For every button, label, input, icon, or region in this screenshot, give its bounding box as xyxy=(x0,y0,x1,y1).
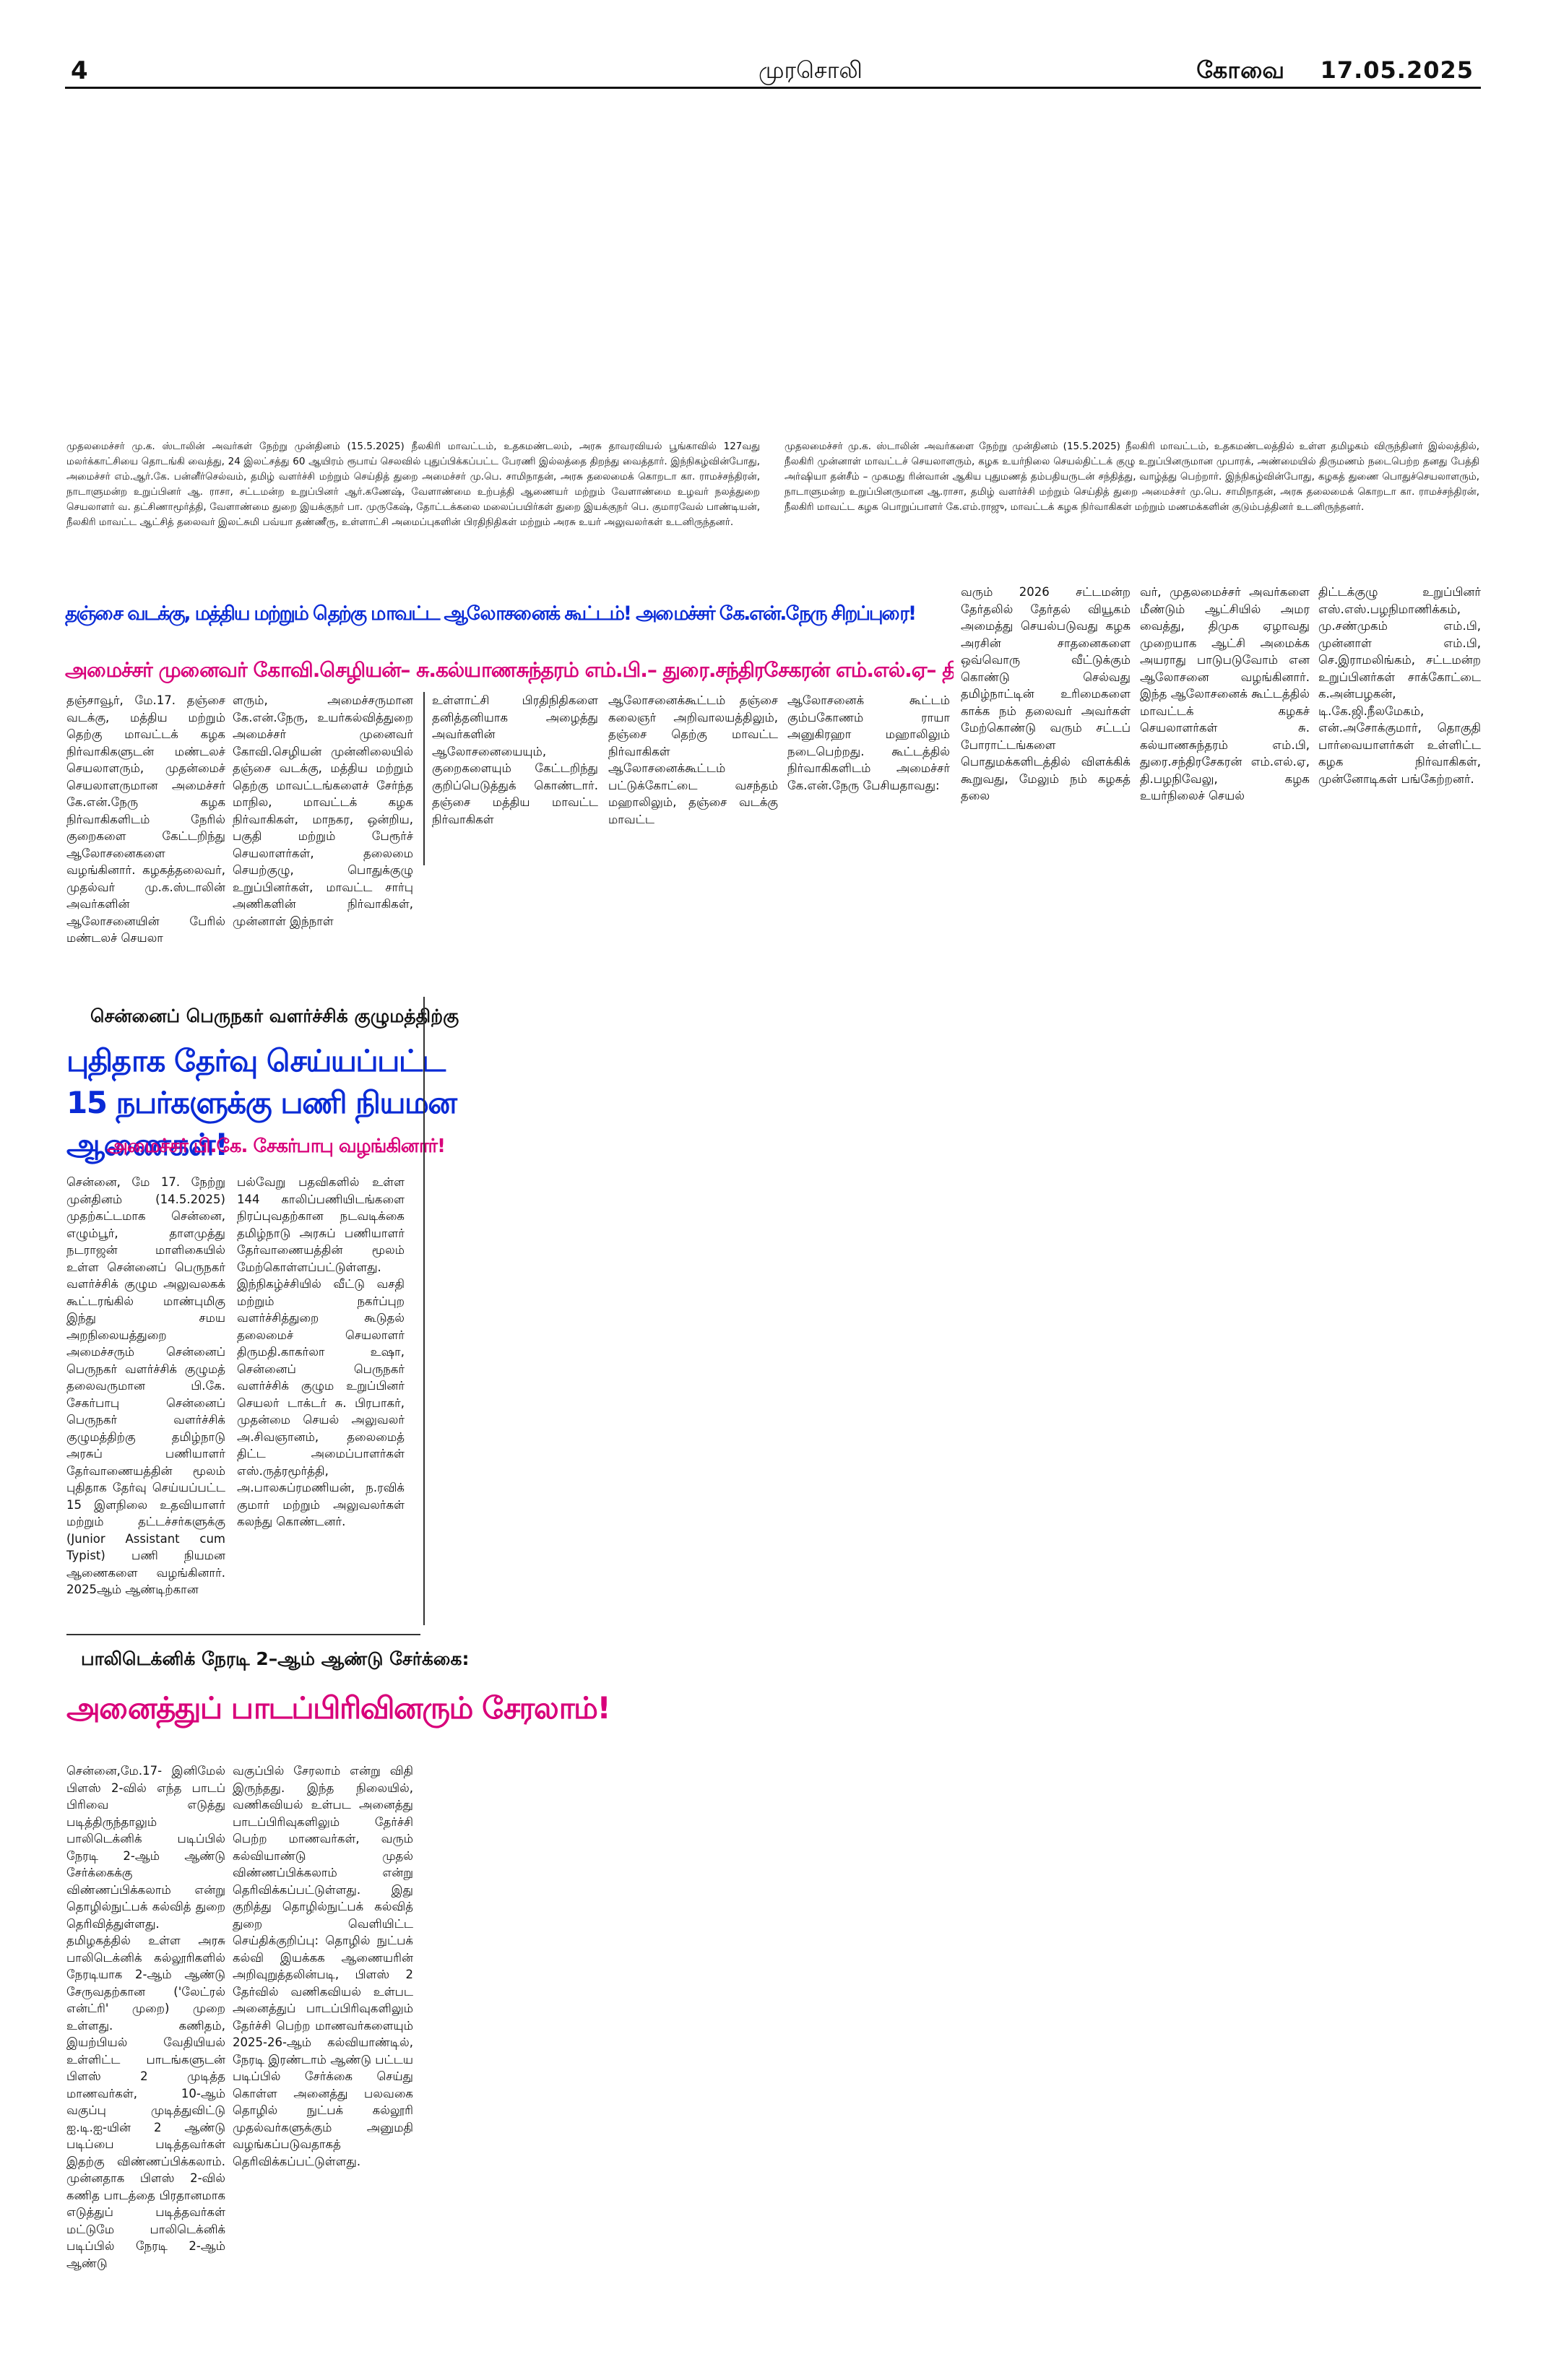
story2-column-2: பல்வேறு பதவிகளில் உள்ள 144 காலிப்பணியிடங… xyxy=(237,1175,405,1528)
story3-column-1: சென்னை,மே.17- இனிமேல் பிளஸ் 2-வில் எந்த … xyxy=(66,1764,225,2270)
photo-left xyxy=(65,101,762,433)
issue-date: 17.05.2025 xyxy=(1320,56,1474,84)
story2-kicker: சென்னைப் பெருநகர் வளர்ச்சிக் குழுமத்திற்… xyxy=(90,1005,459,1026)
photo-caption-left: முதலமைச்சர் மு.க. ஸ்டாலின் அவர்கள் நேற்ற… xyxy=(66,441,760,528)
paper-name: முரசொலி xyxy=(758,56,863,84)
story1-column-7: வர், முதலமைச்சர் அவர்களை மீண்டும் ஆட்சிய… xyxy=(1140,585,1310,802)
story1-column-8: திட்டக்குழு உறுப்பினர் எஸ்.எஸ்.பழநிமாணிக… xyxy=(1318,585,1481,786)
story1-column-5: ஆலோசனைக் கூட்டம் கும்பகோணம் ராயா அனுகிரஹ… xyxy=(787,693,950,792)
story2-column-1: சென்னை, மே 17. நேற்று முன்தினம் (14.5.20… xyxy=(66,1175,225,1596)
masthead: 4 முரசொலி கோவை 17.05.2025 xyxy=(65,51,1481,89)
story2-subhead: அமைச்சர் பி.கே. சேகர்பாபு வழங்கினார்! xyxy=(107,1135,446,1157)
edition-name: கோவை xyxy=(1196,56,1285,84)
edition-date: கோவை 17.05.2025 xyxy=(1196,56,1474,87)
story1-column-2: ளரும், அமைச்சருமான கே.என்.நேரு, உயர்கல்வ… xyxy=(233,693,413,928)
story3-headline: அனைத்துப் பாடப்பிரிவினரும் சேரலாம்! xyxy=(66,1690,611,1726)
story1-column-6: வரும் 2026 சட்டமன்ற தேர்தலில் தேர்தல் வி… xyxy=(961,585,1131,802)
section-rule xyxy=(66,1634,420,1635)
photo-caption-right: முதலமைச்சர் மு.க. ஸ்டாலின் அவர்களை நேற்ற… xyxy=(785,441,1479,513)
story3-column-2: வகுப்பில் சேரலாம் என்று விதி இருந்தது. இ… xyxy=(233,1764,413,2168)
masthead-rule xyxy=(65,87,1481,89)
story1-column-3: உள்ளாட்சி பிரதிநிதிகளை தனித்தனியாக அழைத்… xyxy=(432,693,598,826)
story1-subhead: அமைச்சர் முனைவர் கோவி.செழியன்– சு.கல்யாண… xyxy=(65,658,954,682)
story3-kicker: பாலிடெக்னிக் நேரடி 2–ஆம் ஆண்டு சேர்க்கை: xyxy=(81,1648,470,1669)
column-rule xyxy=(423,997,425,1625)
page-number: 4 xyxy=(71,56,88,85)
photo-right xyxy=(784,101,1481,433)
column-rule xyxy=(423,692,425,865)
story1-column-4: ஆலோசனைக்கூட்டம் தஞ்சை கலைஞர் அறிவாலயத்தி… xyxy=(608,693,778,826)
story1-column-1: தஞ்சாவூர், மே.17. தஞ்சை வடக்கு, மத்திய ம… xyxy=(66,693,225,945)
story1-headline: தஞ்சை வடக்கு, மத்திய மற்றும் தெற்கு மாவட… xyxy=(65,603,917,625)
story2-headline: புதிதாக தேர்வு செய்யப்பட்ட 15 நபர்களுக்க… xyxy=(66,1043,457,1162)
